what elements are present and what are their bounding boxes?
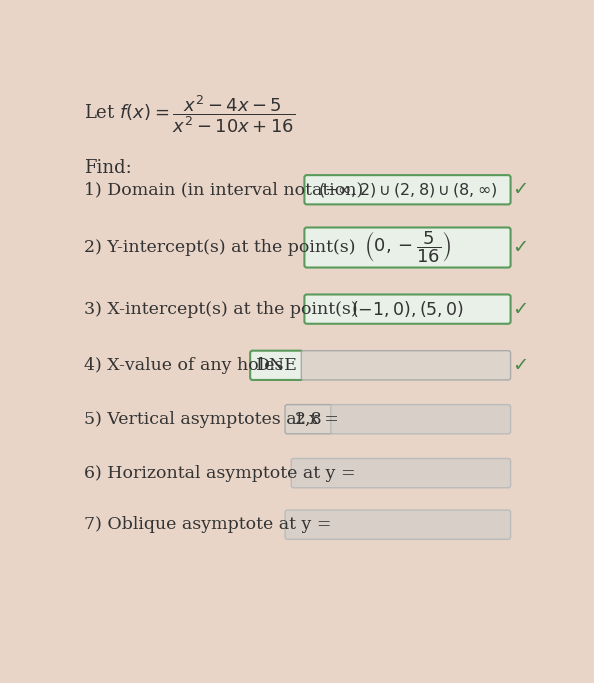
Text: DNE: DNE — [255, 357, 298, 374]
FancyBboxPatch shape — [285, 404, 332, 434]
FancyBboxPatch shape — [331, 404, 511, 434]
Text: 3) X-intercept(s) at the point(s): 3) X-intercept(s) at the point(s) — [84, 301, 357, 318]
FancyBboxPatch shape — [304, 294, 511, 324]
FancyBboxPatch shape — [301, 350, 511, 380]
Text: $(-1,0),(5,0)$: $(-1,0),(5,0)$ — [351, 299, 464, 319]
Text: 1) Domain (in interval notation): 1) Domain (in interval notation) — [84, 181, 363, 198]
Text: Find:: Find: — [84, 159, 131, 177]
FancyBboxPatch shape — [250, 350, 303, 380]
Text: 7) Oblique asymptote at y =: 7) Oblique asymptote at y = — [84, 516, 331, 533]
Text: Let $f(x) = \dfrac{x^2 - 4x - 5}{x^2 - 10x + 16}$: Let $f(x) = \dfrac{x^2 - 4x - 5}{x^2 - 1… — [84, 94, 295, 135]
Text: ✓: ✓ — [511, 356, 528, 375]
Text: 5) Vertical asymptotes at x =: 5) Vertical asymptotes at x = — [84, 410, 339, 428]
Text: 6) Horizontal asymptote at y =: 6) Horizontal asymptote at y = — [84, 464, 355, 482]
Text: ✓: ✓ — [511, 180, 528, 199]
Text: 2) Y-intercept(s) at the point(s): 2) Y-intercept(s) at the point(s) — [84, 239, 355, 256]
FancyBboxPatch shape — [304, 227, 511, 268]
FancyBboxPatch shape — [304, 175, 511, 204]
Text: ✓: ✓ — [511, 300, 528, 318]
Text: ✓: ✓ — [511, 238, 528, 257]
FancyBboxPatch shape — [285, 510, 511, 540]
Text: $\left(0,-\dfrac{5}{16}\right)$: $\left(0,-\dfrac{5}{16}\right)$ — [364, 229, 451, 265]
FancyBboxPatch shape — [291, 458, 511, 488]
Text: 2,8: 2,8 — [295, 410, 323, 428]
Text: $(-\infty,2) \cup (2,8) \cup (8,\infty)$: $(-\infty,2) \cup (2,8) \cup (8,\infty)$ — [318, 181, 497, 199]
Text: 4) X-value of any holes: 4) X-value of any holes — [84, 357, 283, 374]
